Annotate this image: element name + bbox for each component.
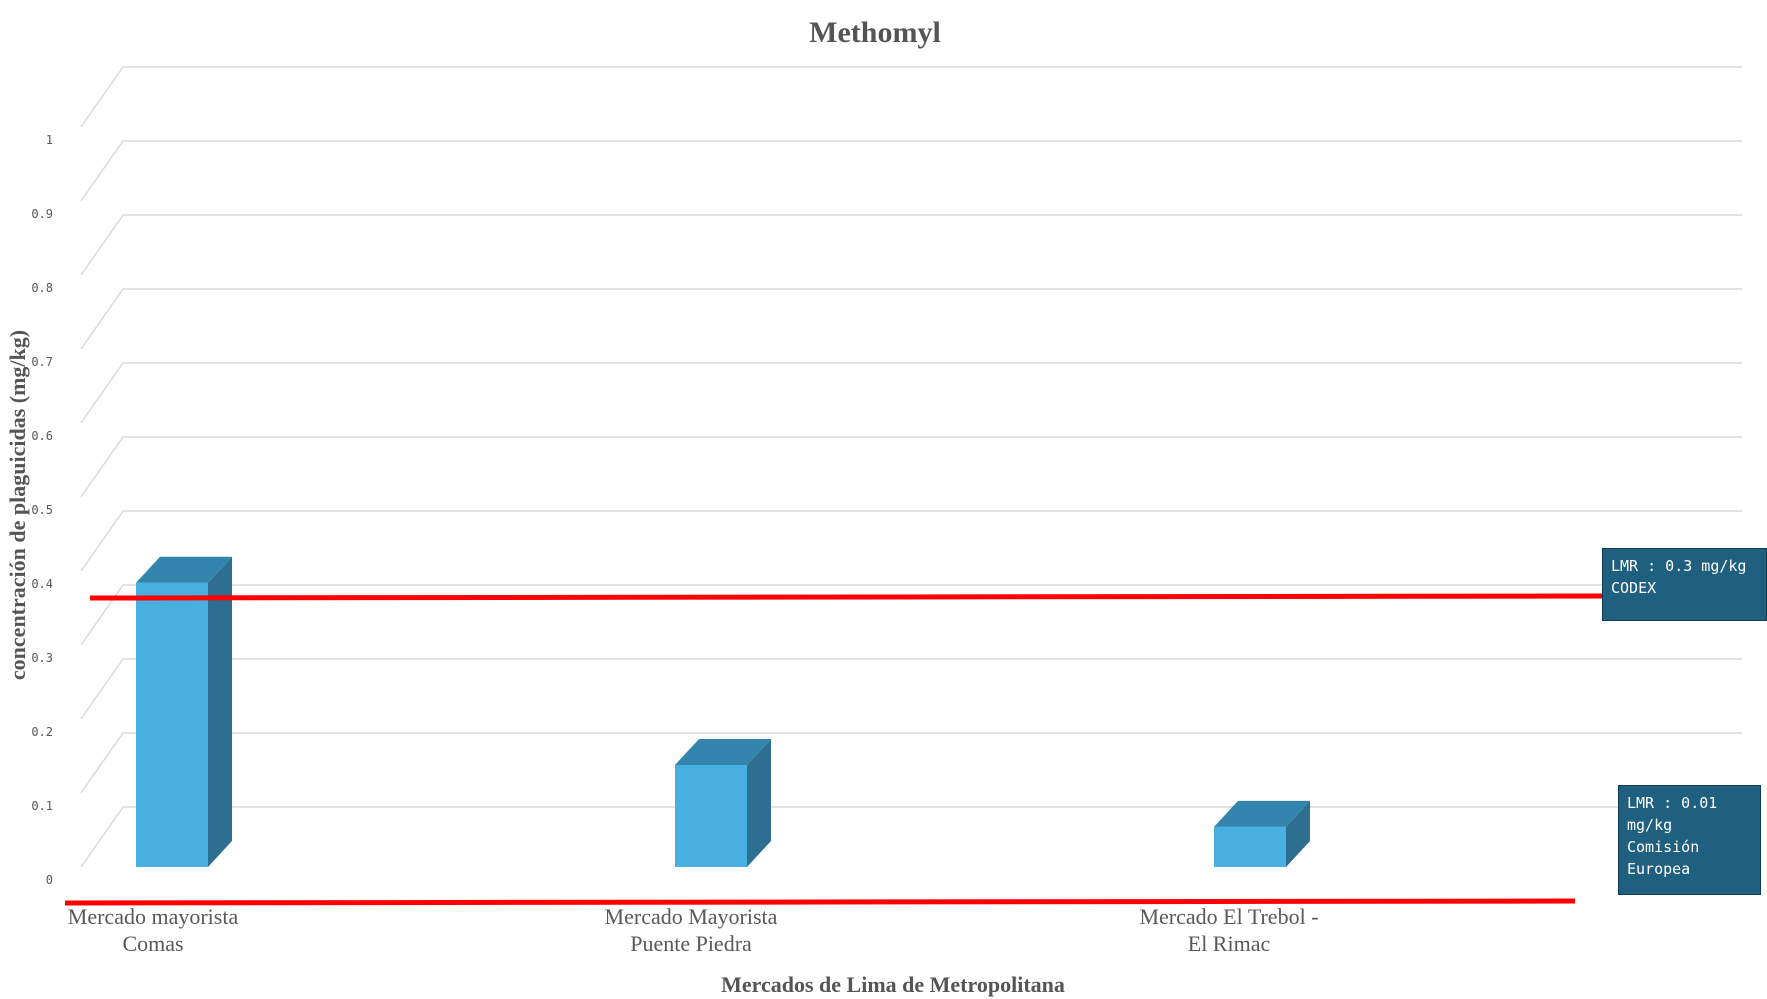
bar-top [136, 556, 232, 583]
bar-top [675, 738, 771, 765]
y-tick-label: 0.4 [31, 577, 53, 591]
grid-line-side [80, 658, 124, 720]
y-axis-title: concentración de plaguicidas (mg/kg) [5, 330, 30, 680]
lmr-codex-line [89, 593, 1606, 601]
x-axis-title: Mercados de Lima de Metropolitana [721, 972, 1065, 997]
bars [136, 556, 1310, 867]
y-tick-label: 0.7 [31, 355, 53, 369]
grid-line-side [80, 806, 124, 868]
y-tick-label: 0.8 [31, 281, 53, 295]
bar-front [675, 764, 747, 867]
bar-side [208, 556, 232, 867]
bar-side [747, 738, 771, 867]
bar-side [1286, 800, 1310, 867]
bar-front [1214, 826, 1286, 867]
grid-line-side [80, 732, 124, 794]
x-category-labels: Mercado mayorista Comas Mercado Mayorista P… [68, 904, 1319, 956]
bar-front [136, 582, 208, 867]
y-tick-label: 0.9 [31, 207, 53, 221]
y-tick-label: 0.1 [31, 799, 53, 813]
grid-line-side [80, 214, 124, 276]
grid-lines [80, 66, 1742, 868]
grid-line-side [80, 288, 124, 350]
grid-line-side [80, 140, 124, 202]
chart-title: Methomyl [809, 16, 941, 49]
bar-1 [136, 556, 232, 867]
y-tick-label: 0.3 [31, 651, 53, 665]
grid-line-side [80, 510, 124, 572]
y-tick-label: 0 [46, 873, 53, 887]
x-category-label: Mercado mayorista Comas [68, 904, 239, 956]
y-tick-label: 0.6 [31, 429, 53, 443]
lmr-codex-callout: LMR : 0.3 mg/kg CODEX [1602, 548, 1767, 621]
grid-line-side [80, 362, 124, 424]
lmr-eu-callout: LMR : 0.01 mg/kg Comisión Europea [1618, 785, 1761, 895]
y-tick-label: 1 [46, 133, 53, 147]
y-tick-label: 0.5 [31, 503, 53, 517]
lmr-eu-line [64, 898, 1576, 906]
grid-line-side [80, 66, 124, 128]
bar-2 [675, 738, 771, 867]
bar-top [1214, 800, 1310, 827]
y-tick-label: 0.2 [31, 725, 53, 739]
y-tick-labels: 0 0.1 0.2 0.3 0.4 0.5 0.6 0.7 0.8 0.9 1 [31, 133, 53, 887]
grid-line-side [80, 584, 124, 646]
grid-line-side [80, 436, 124, 498]
reference-lines [64, 593, 1606, 906]
x-category-label: Mercado El Trebol -El Rimac [1139, 904, 1318, 956]
x-category-label: Mercado Mayorista Puente Piedra [605, 904, 778, 956]
bar-3 [1214, 800, 1310, 867]
